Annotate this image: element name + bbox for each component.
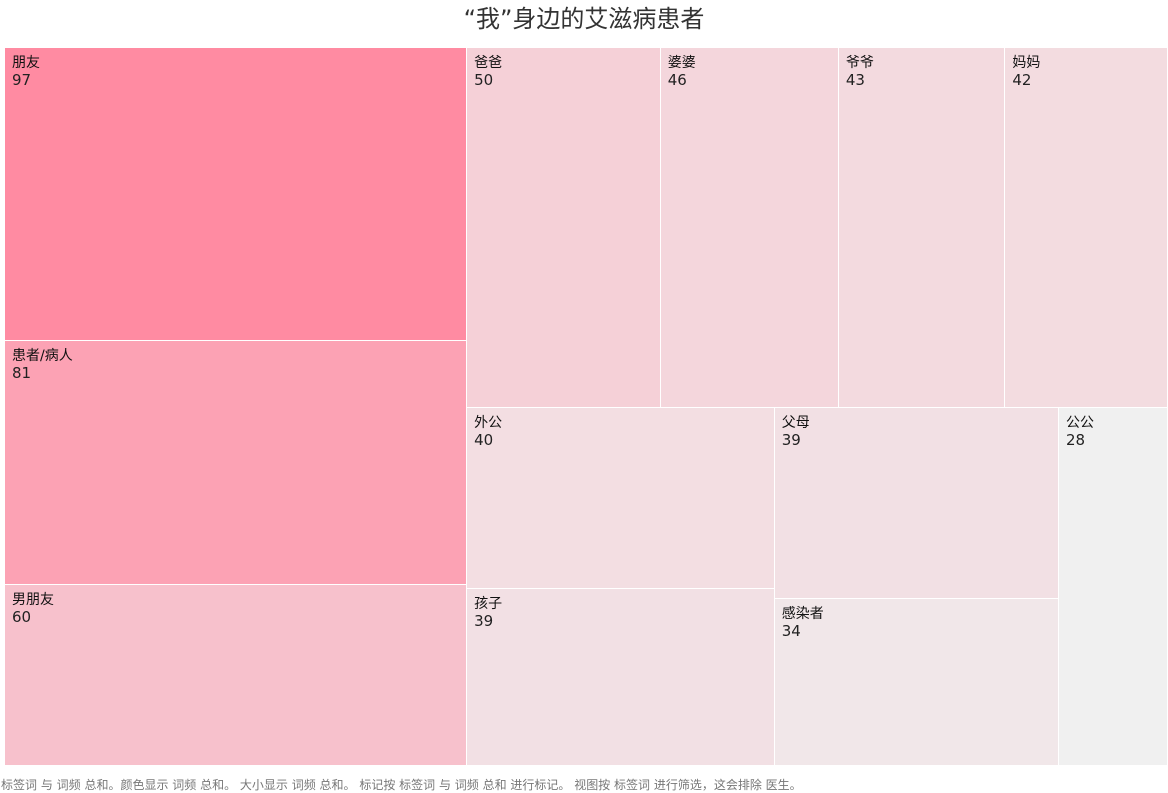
- treemap-cell[interactable]: 男朋友 60: [5, 584, 468, 766]
- cell-value: 39: [474, 612, 494, 631]
- cell-label: 公公: [1065, 414, 1094, 431]
- treemap-cell[interactable]: 感染者 34: [774, 599, 1059, 766]
- treemap-cell[interactable]: 婆婆 46: [660, 48, 839, 408]
- cell-value: 60: [12, 607, 32, 626]
- treemap-cell[interactable]: 公公 28: [1058, 407, 1168, 766]
- chart-title: “我”身边的艾滋病患者: [463, 5, 705, 33]
- cell-value: 81: [12, 363, 32, 382]
- treemap-cell[interactable]: 朋友 97: [5, 48, 468, 341]
- chart-footnote: 标签词 与 词频 总和。颜色显示 词频 总和。 大小显示 词频 总和。 标记按 …: [1, 778, 802, 792]
- cell-value: 50: [474, 71, 494, 89]
- cell-label: 爷爷: [845, 55, 874, 71]
- cell-value: 42: [1012, 71, 1032, 89]
- cell-value: 40: [474, 430, 494, 449]
- cell-value: 39: [781, 430, 801, 449]
- cell-label: 患者/病人: [12, 347, 73, 364]
- cell-label: 感染者: [781, 606, 824, 623]
- cell-label: 妈妈: [1012, 55, 1041, 71]
- cell-value: 97: [12, 71, 32, 89]
- treemap-cell[interactable]: 外公 40: [467, 407, 775, 590]
- cell-value: 34: [781, 622, 801, 641]
- cell-label: 爸爸: [474, 55, 503, 71]
- treemap-cell[interactable]: 爷爷 43: [838, 48, 1006, 408]
- cell-value: 28: [1065, 430, 1086, 449]
- treemap-cell[interactable]: 父母 39: [774, 407, 1059, 600]
- cell-value: 46: [667, 71, 687, 89]
- treemap-cell[interactable]: 爸爸 50: [467, 48, 661, 408]
- cell-label: 孩子: [474, 596, 503, 613]
- cell-value: 43: [845, 71, 865, 89]
- treemap-cell[interactable]: 孩子 39: [467, 589, 775, 766]
- treemap-cell[interactable]: 患者/病人 81: [5, 340, 468, 585]
- cell-label: 婆婆: [667, 55, 696, 71]
- cell-label: 男朋友: [12, 591, 54, 608]
- cell-label: 外公: [474, 414, 503, 431]
- treemap-cell[interactable]: 妈妈 42: [1005, 48, 1168, 408]
- treemap-chart: 朋友 97 患者/病人 81 男朋友 60 爸爸 50 婆婆 46 爷爷 43 妈妈 42 外公 40 孩子 39…: [5, 48, 1168, 766]
- cell-label: 朋友: [12, 55, 40, 71]
- cell-label: 父母: [781, 414, 810, 431]
